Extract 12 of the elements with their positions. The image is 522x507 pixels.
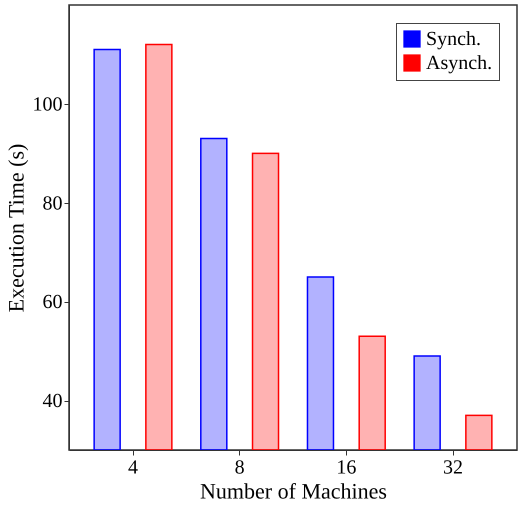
y-axis-title: Execution Time (s): [4, 144, 28, 312]
y-tick-label: 40: [42, 390, 62, 412]
legend-label: Synch.: [426, 28, 481, 50]
legend-label: Asynch.: [426, 52, 492, 74]
x-tick-label: 8: [234, 456, 245, 478]
x-tick-label: 16: [336, 456, 356, 478]
y-tick-label: 80: [42, 192, 62, 214]
x-axis-title: Number of Machines: [200, 478, 387, 504]
y-tick-label: 100: [32, 93, 62, 116]
y-tick-label: 60: [42, 291, 62, 314]
x-tick-label: 32: [443, 456, 463, 478]
x-tick-label: 4: [128, 456, 138, 478]
